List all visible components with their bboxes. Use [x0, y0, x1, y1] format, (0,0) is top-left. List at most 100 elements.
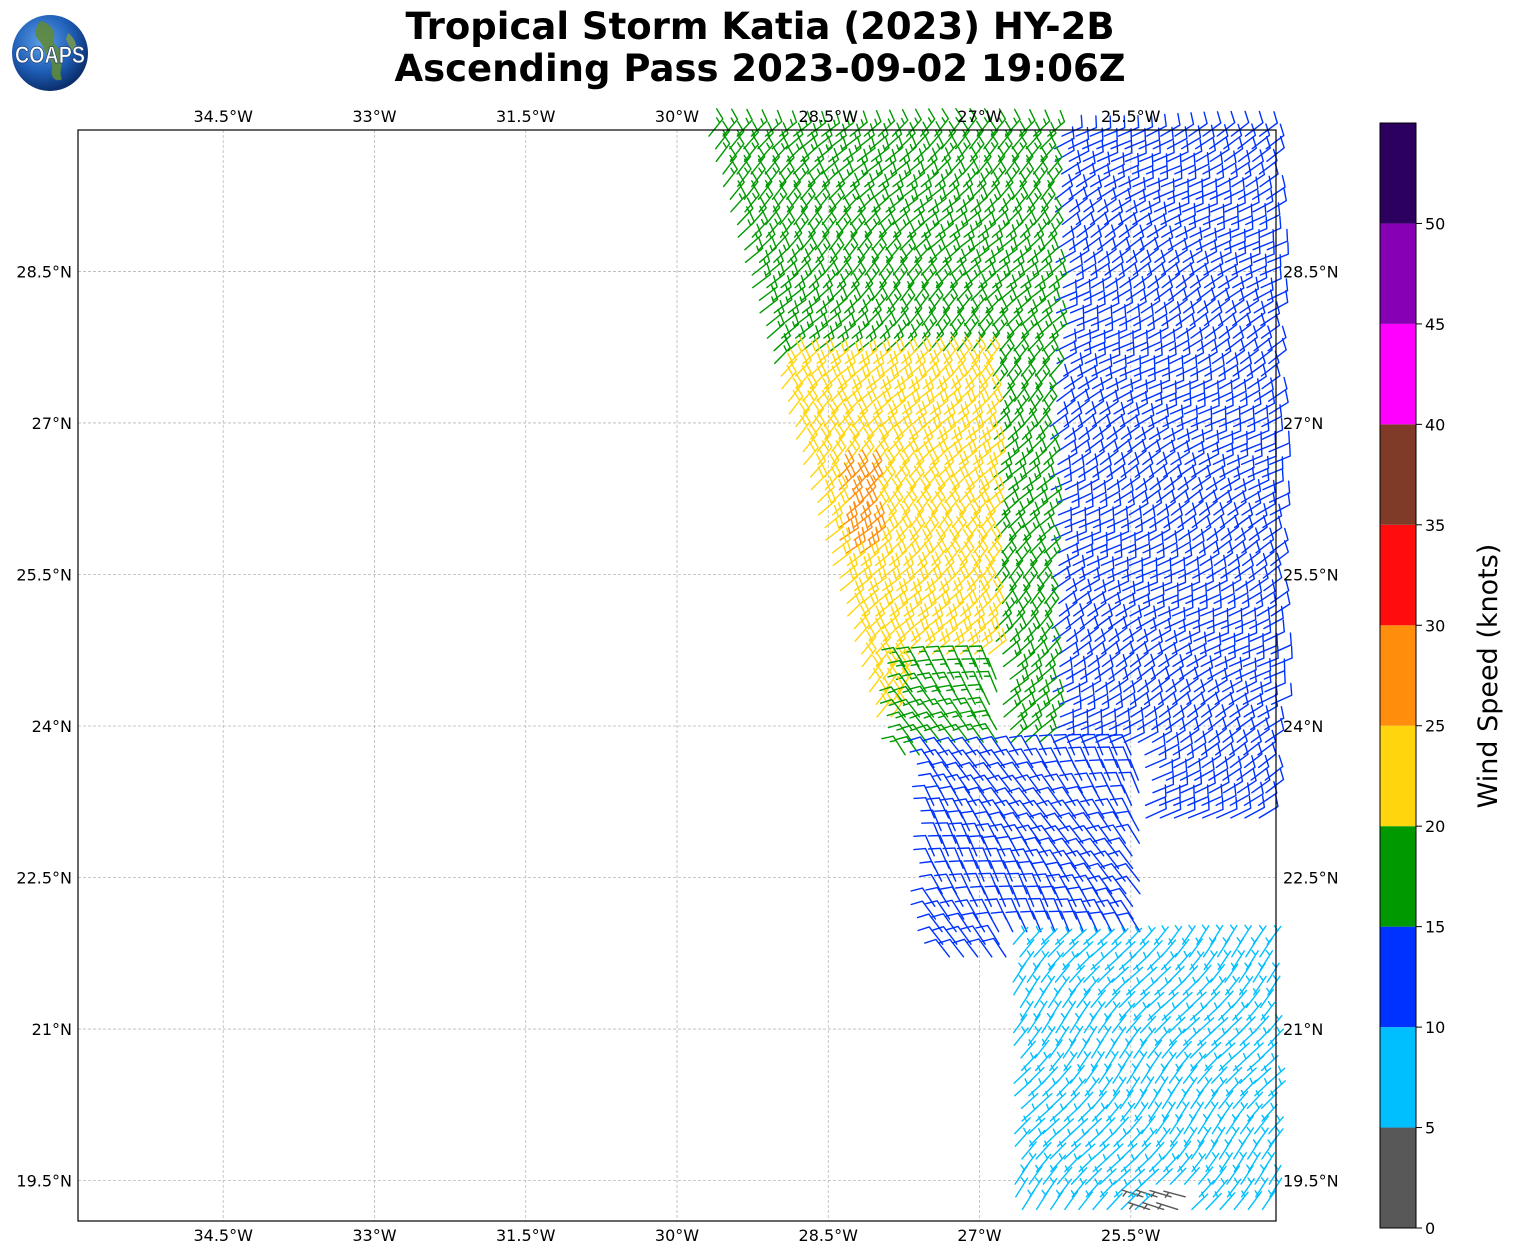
wind-barb — [916, 474, 931, 503]
wind-barb — [1141, 1076, 1155, 1097]
wind-barb — [891, 109, 909, 137]
wind-barb — [1199, 541, 1220, 567]
wind-barb — [894, 698, 921, 718]
wind-barb — [960, 912, 986, 933]
wind-barb — [1208, 770, 1230, 794]
wind-barb — [846, 489, 865, 516]
wind-barb — [1040, 133, 1057, 162]
wind-barb — [926, 797, 950, 819]
wind-barb — [1210, 924, 1224, 945]
wind-barb — [1113, 863, 1140, 882]
wind-barb — [1097, 926, 1115, 945]
wind-barb — [1208, 756, 1229, 781]
wind-barb — [1263, 605, 1284, 630]
wind-barb — [1100, 544, 1123, 567]
wind-barb — [1015, 525, 1032, 554]
wind-barb — [1254, 479, 1276, 503]
wind-barb — [1053, 733, 1076, 756]
wind-barb — [1023, 747, 1048, 769]
wind-barb — [1163, 556, 1186, 579]
wind-barb — [1159, 153, 1182, 175]
wind-barb — [1120, 451, 1140, 478]
wind-barb — [1231, 203, 1253, 226]
wind-barb — [1099, 863, 1126, 882]
wind-barb — [1069, 329, 1092, 352]
wind-barb — [1111, 926, 1129, 945]
wind-barb — [1141, 391, 1163, 415]
wind-barb — [1020, 1090, 1039, 1110]
wind-barb — [1140, 1014, 1157, 1034]
wind-barb — [1266, 228, 1289, 251]
wind-barb — [1260, 1052, 1279, 1072]
wind-barb — [938, 938, 965, 958]
wind-barb — [1020, 1039, 1036, 1059]
wind-barb — [1231, 216, 1254, 238]
wind-barb — [1147, 1038, 1163, 1059]
wind-barb — [936, 749, 963, 769]
wind-barb — [994, 500, 1011, 529]
wind-barb — [864, 209, 881, 238]
wind-barb — [899, 186, 919, 213]
wind-barb — [992, 262, 1011, 289]
wind-barb — [764, 146, 780, 175]
wind-barb — [925, 615, 944, 642]
wind-barb — [1167, 178, 1189, 200]
wind-barb — [1080, 655, 1100, 680]
wind-barb — [1055, 898, 1078, 920]
wind-barb — [1120, 1153, 1139, 1173]
wind-barb — [1159, 796, 1182, 819]
wind-barb — [1225, 338, 1246, 365]
wind-barb — [866, 501, 885, 529]
wind-barb — [1217, 1040, 1236, 1059]
wind-barb — [1001, 811, 1027, 832]
wind-barb — [910, 887, 936, 907]
wind-barb — [1140, 1026, 1156, 1046]
wind-barb — [991, 860, 1013, 882]
wind-barb — [793, 159, 810, 188]
colorbar-bin — [1380, 1127, 1416, 1228]
wind-barb — [1066, 655, 1087, 680]
wind-barb — [880, 449, 896, 478]
lon-tick-label-top: 27°W — [957, 107, 1001, 126]
wind-barb — [1164, 606, 1186, 630]
wind-barb — [952, 938, 979, 958]
wind-barb — [771, 171, 787, 200]
wind-barb — [772, 134, 789, 162]
wind-barb — [1161, 951, 1178, 971]
wind-barb — [1247, 418, 1270, 440]
wind-barb — [1200, 730, 1221, 756]
wind-barb — [1204, 353, 1225, 377]
wind-barb — [1090, 304, 1113, 327]
wind-barb — [1158, 641, 1178, 668]
wind-barb — [1238, 241, 1261, 263]
wind-barb — [994, 735, 1019, 756]
wind-barb — [1154, 328, 1176, 352]
wind-barb — [1061, 939, 1079, 958]
wind-barb — [1154, 977, 1172, 996]
wind-barb — [1052, 670, 1074, 693]
wind-barb — [1246, 1090, 1264, 1110]
wind-barb — [1253, 1027, 1271, 1046]
wind-barb — [1127, 477, 1148, 503]
wind-barb — [935, 248, 952, 276]
wind-barb — [943, 284, 958, 314]
wind-barb — [1083, 186, 1103, 213]
wind-barb — [1035, 1189, 1050, 1211]
wind-barb — [1116, 912, 1141, 933]
wind-barb — [868, 651, 884, 680]
wind-barb — [1212, 430, 1234, 453]
wind-barb — [969, 898, 993, 920]
wind-barb — [1139, 177, 1161, 200]
wind-barb — [1115, 823, 1141, 844]
wind-barb — [1245, 937, 1259, 958]
wind-barb — [1059, 696, 1082, 718]
wind-barb — [1145, 796, 1167, 819]
wind-barb — [1175, 300, 1195, 327]
wind-barb — [1191, 417, 1213, 440]
wind-barb — [1082, 127, 1104, 150]
wind-barb — [1002, 678, 1022, 705]
wind-barb — [1064, 1190, 1079, 1211]
wind-barb — [909, 461, 925, 491]
wind-barb — [1197, 339, 1218, 365]
wind-barb — [778, 146, 795, 175]
